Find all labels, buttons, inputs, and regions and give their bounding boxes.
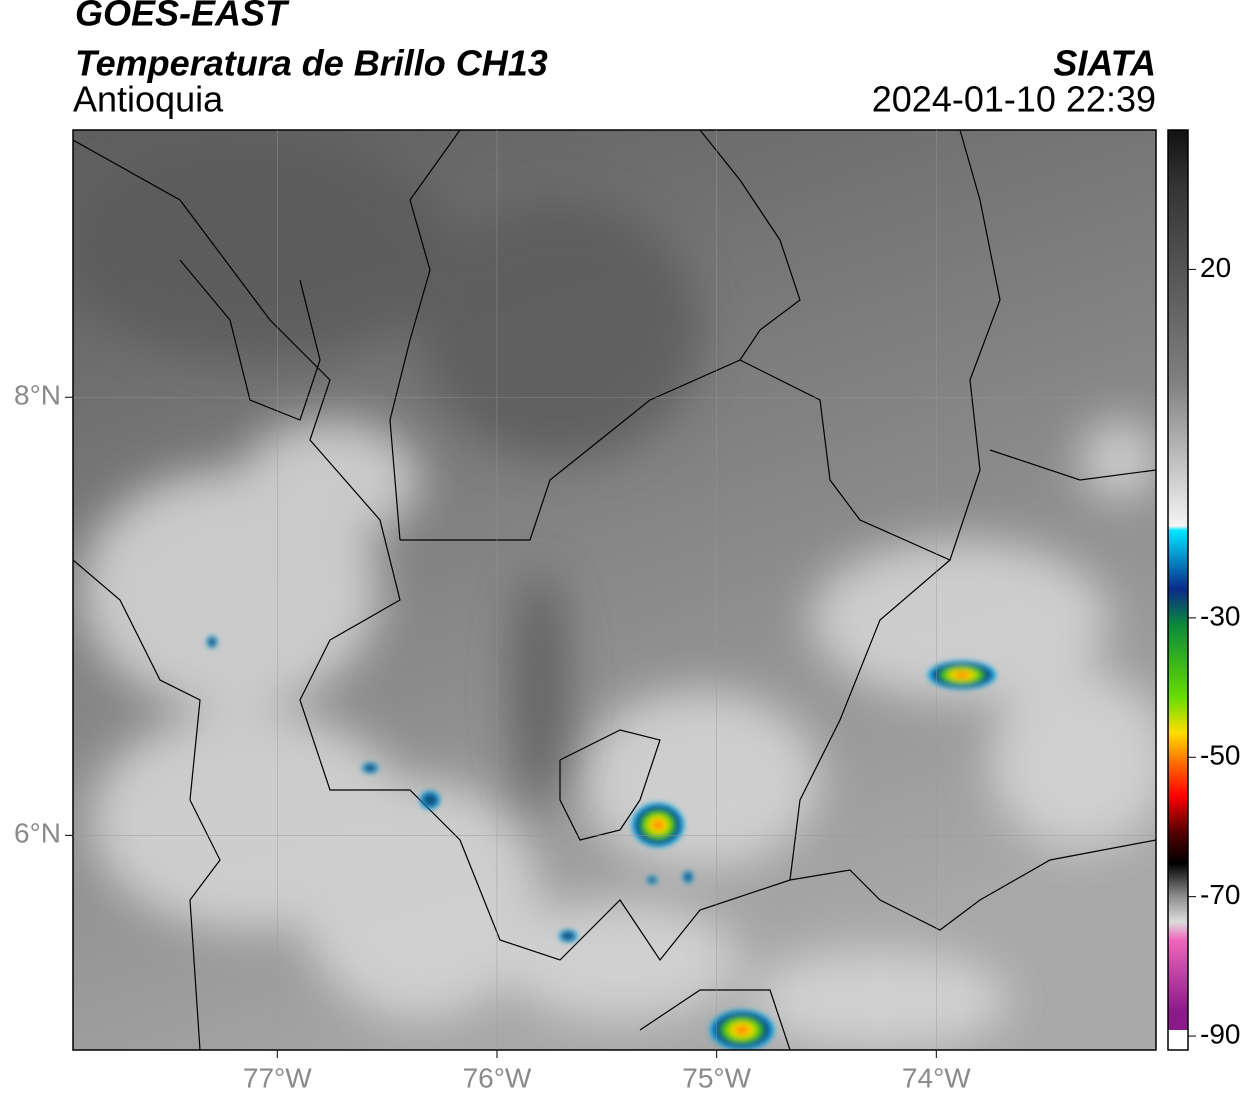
map-frame: [72, 129, 1157, 1051]
x-tick-label: 74°W: [902, 1062, 971, 1093]
datetime: 2024-01-10 22:39: [872, 79, 1156, 120]
borders: [73, 130, 1156, 1050]
colorbar-label: -70: [1200, 879, 1240, 910]
source: SIATA: [1053, 43, 1156, 84]
y-tick-label: 8°N: [14, 380, 61, 411]
region: Antioquia: [73, 79, 224, 120]
colorbar-label: -90: [1200, 1018, 1240, 1049]
colorbar-label: -50: [1200, 740, 1240, 771]
colorbar-label: 20: [1200, 252, 1231, 283]
colorbar: [1168, 130, 1188, 1030]
x-tick-label: 75°W: [682, 1062, 751, 1093]
subtitle: Temperatura de Brillo CH13: [75, 43, 548, 84]
x-tick-label: 77°W: [243, 1062, 312, 1093]
y-tick-label: 6°N: [14, 818, 61, 849]
x-tick-label: 76°W: [463, 1062, 532, 1093]
title: GOES-EAST: [75, 0, 290, 34]
colorbar-frame: [1167, 129, 1189, 1051]
colorbar-label: -30: [1200, 600, 1240, 631]
map-image: [73, 130, 1156, 1050]
convective-cells: [207, 636, 996, 1050]
colorbar-under: [1168, 1030, 1188, 1050]
